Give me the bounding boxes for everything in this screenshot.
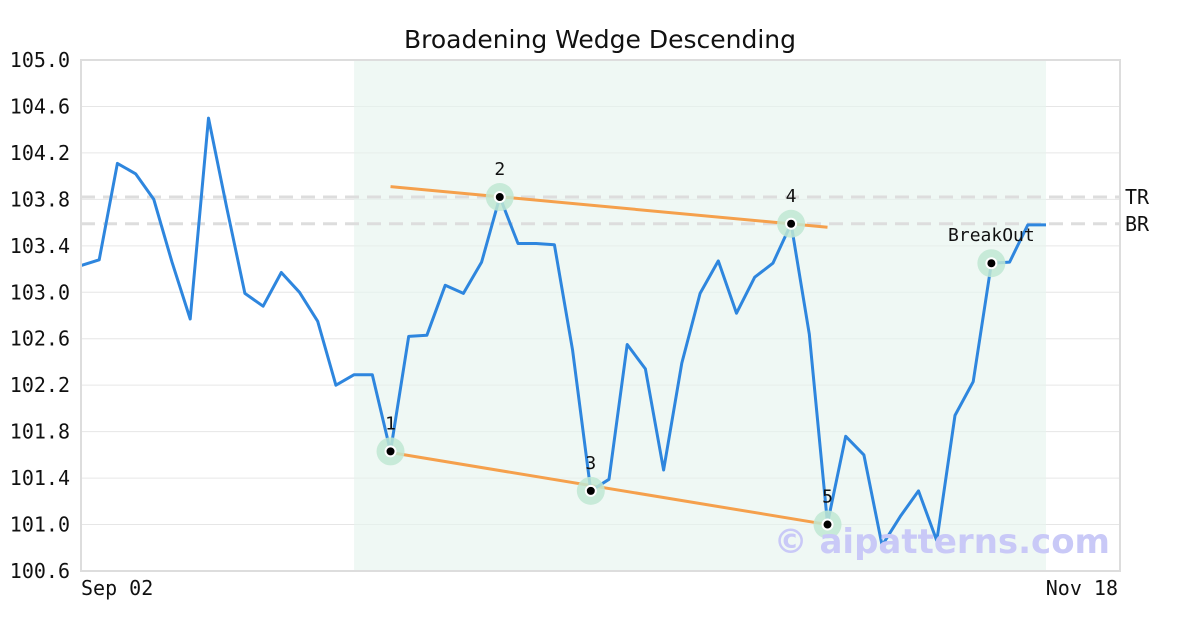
point-label: 3 <box>585 453 596 474</box>
level-labels: TR BR <box>1125 185 1150 236</box>
pattern-points: 1 2 3 4 5 BreakOut <box>376 159 1035 539</box>
upper-trend-line <box>390 185 828 229</box>
price-series <box>80 116 1046 547</box>
watermark: © aipatterns.com <box>774 522 1110 562</box>
point-marker <box>985 257 998 270</box>
chart-title: Broadening Wedge Descending <box>404 25 796 54</box>
lower-trend-line <box>390 451 828 527</box>
pattern-region <box>354 60 1046 571</box>
price-line <box>80 116 1046 547</box>
point-marker <box>493 191 506 204</box>
y-tick-label: 103.4 <box>10 234 70 258</box>
y-tick-label: 102.6 <box>10 327 70 351</box>
point-label: 2 <box>494 159 505 180</box>
y-tick-label: 101.4 <box>10 466 70 490</box>
point-label: 4 <box>786 186 797 207</box>
trend-lines <box>390 185 828 527</box>
x-tick-label-start: Sep 02 <box>81 576 153 600</box>
y-tick-label: 102.2 <box>10 373 70 397</box>
y-tick-label: 101.0 <box>10 513 70 537</box>
point-marker <box>384 445 397 458</box>
y-tick-label: 104.2 <box>10 141 70 165</box>
y-tick-label: 100.6 <box>10 559 70 583</box>
level-label-tr: TR <box>1125 185 1150 209</box>
level-label-br: BR <box>1125 212 1150 236</box>
point-label: BreakOut <box>948 225 1035 246</box>
pattern-region-fill <box>354 60 1046 571</box>
point-label: 5 <box>822 487 833 508</box>
level-lines <box>81 195 1120 226</box>
point-marker <box>821 518 834 531</box>
y-tick-label: 104.6 <box>10 94 70 118</box>
y-axis-ticks: 105.0 104.6 104.2 103.8 103.4 103.0 102.6 102.2… <box>10 48 70 583</box>
point-marker <box>785 217 798 230</box>
y-tick-label: 103.0 <box>10 280 70 304</box>
y-tick-label: 101.8 <box>10 420 70 444</box>
y-tick-label: 105.0 <box>10 48 70 72</box>
y-tick-label: 103.8 <box>10 187 70 211</box>
plot-frame <box>80 59 1121 572</box>
x-tick-label-end: Nov 18 <box>1046 576 1118 600</box>
point-label: 1 <box>385 413 396 434</box>
point-marker <box>584 484 597 497</box>
